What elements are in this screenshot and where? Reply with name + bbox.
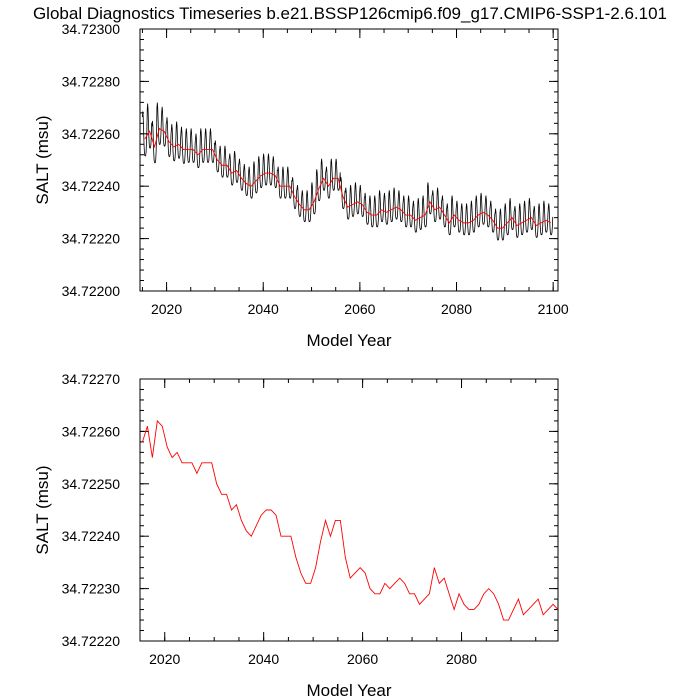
x-tick-label: 2060	[347, 651, 378, 667]
y-tick-label: 34.72300	[62, 21, 121, 37]
annual-mean-series-line	[142, 419, 558, 621]
plot-frame	[139, 28, 559, 292]
y-tick-label: 34.72220	[62, 633, 121, 649]
x-tick-label: 2020	[149, 651, 180, 667]
page-title: Global Diagnostics Timeseries b.e21.BSSP…	[33, 4, 667, 23]
y-tick-label: 34.72220	[62, 231, 121, 247]
y-tick-label: 34.72240	[62, 178, 121, 194]
x-tick-label: 2040	[248, 651, 279, 667]
x-tick-label: 2080	[446, 651, 477, 667]
y-tick-label: 34.72200	[62, 283, 121, 299]
y-tick-label: 34.72240	[62, 528, 121, 544]
y-tick-label: 34.72280	[62, 73, 121, 89]
annual-mean-series-line	[144, 127, 551, 229]
y-tick-label: 34.72270	[62, 371, 121, 387]
x-tick-label: 2040	[248, 301, 279, 317]
top-y-axis-label: SALT (msu)	[33, 115, 52, 204]
x-tick-label: 2060	[344, 301, 375, 317]
plot-frame	[139, 378, 559, 642]
chart-monthly-and-annual: Model Year SALT (msu) 2020 2040 2060 2080 21…	[33, 21, 569, 350]
monthly-series-line	[142, 102, 554, 241]
chart-annual-mean: Model Year SALT (msu) 2020 2040 2060 2080 34…	[33, 371, 559, 700]
y-tick-label: 34.72250	[62, 476, 121, 492]
x-tick-label: 2020	[151, 301, 182, 317]
bottom-x-axis-label: Model Year	[306, 681, 391, 700]
top-x-axis-label: Model Year	[306, 331, 391, 350]
x-tick-label: 2100	[538, 301, 569, 317]
x-tick-label: 2080	[441, 301, 472, 317]
bottom-y-axis-label: SALT (msu)	[33, 465, 52, 554]
y-tick-label: 34.72230	[62, 581, 121, 597]
y-tick-label: 34.72260	[62, 423, 121, 439]
y-tick-label: 34.72260	[62, 126, 121, 142]
